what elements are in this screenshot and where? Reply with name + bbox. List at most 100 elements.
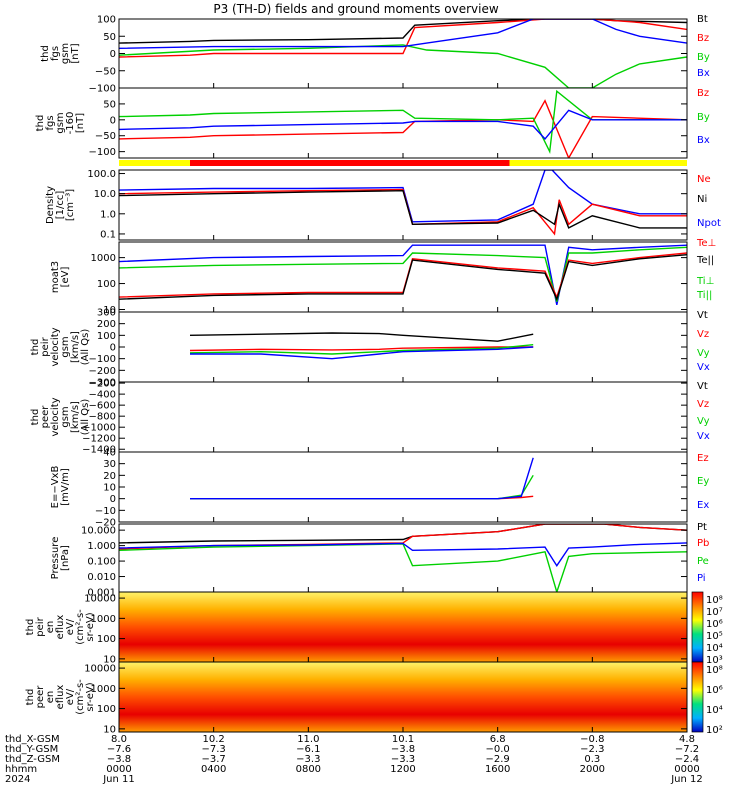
legend-entry: Pb (697, 538, 709, 549)
series-line-3 (119, 189, 687, 229)
series-line-4 (119, 254, 687, 302)
y-tick-label: 1.0 (100, 209, 116, 220)
y-tick-label: 0 (110, 49, 116, 60)
y-axis-label: thdpeervelocitygsm[km/s](All Qs) (30, 397, 91, 436)
y-tick-label: −200 (89, 366, 116, 377)
x-axis-value: −0.0 (486, 744, 510, 755)
series-line-4 (119, 19, 687, 49)
y-tick-label: −600 (89, 401, 116, 412)
panel-8: 10.000 1.000 0.100 0.010 0.001 Pressure[nPa] P… (50, 522, 709, 599)
y-tick-label: 1000 (91, 614, 116, 625)
y-tick-label: 10 (103, 654, 116, 665)
y-axis-label: moat3[eV] (50, 261, 71, 293)
series-line-1 (119, 170, 687, 223)
x-axis-row-label: thd_Z-GSM (5, 754, 60, 765)
colorbar (691, 661, 704, 733)
y-tick-label: −300 (89, 378, 116, 389)
legend-entry: By (697, 52, 710, 63)
y-tick-label: 20 (103, 471, 116, 482)
y-tick-label: 100.0 (87, 169, 116, 180)
panel-6: −200−400−600−800−1000−1200−1400 thdpeerve… (30, 379, 710, 456)
legend-entry: Npot (697, 218, 721, 229)
y-tick-label: 10 (103, 724, 116, 735)
legend-entry: Vt (697, 310, 708, 321)
colorbar-tick-label: 10⁸ (706, 665, 723, 676)
series-line-1 (119, 524, 687, 544)
y-tick-label: 50 (103, 99, 116, 110)
y-tick-label: 0 (110, 494, 116, 505)
series-line-3 (189, 344, 534, 355)
y-axis-label: thdfgsgsm-160[nT] (35, 112, 86, 135)
legend-entry: Pi (697, 573, 706, 584)
legend-entry: Pt (697, 522, 707, 533)
y-tick-label: −400 (89, 390, 116, 401)
y-tick-label: −50 (95, 131, 116, 142)
y-tick-label: −100 (89, 84, 116, 95)
y-tick-label: 0.100 (87, 557, 116, 568)
y-tick-label: 40 (103, 448, 116, 459)
x-axis-value: −2.4 (675, 754, 699, 765)
legend-entry: Bt (697, 14, 708, 25)
y-axis-label: E=−VxB[mV/m] (50, 466, 71, 509)
legend-entry: Bz (697, 88, 709, 99)
colorbar-tick-label: 10² (706, 725, 723, 736)
x-axis-row-label: thd_Y-GSM (5, 744, 58, 755)
y-tick-label: 10.000 (81, 526, 116, 537)
series-line-3 (190, 457, 534, 500)
colorbar-tick-label: 10⁵ (706, 631, 723, 642)
legend-entry: Vz (697, 329, 709, 340)
legend-entry: Vz (697, 399, 709, 410)
x-axis-value: 10.1 (392, 734, 414, 745)
chart-title: P3 (TH-D) fields and ground moments over… (213, 2, 498, 16)
y-tick-label: 300 (97, 308, 116, 319)
legend-entry: Vy (697, 348, 710, 359)
legend-entry: Ey (697, 476, 709, 487)
x-axis-value: 0000 (674, 764, 699, 775)
panel-3: 100.0 10.0 1.0 0.1 Density[1/cc][cm⁻³] Ne Ni Np… (45, 169, 721, 241)
y-axis-label: thdfgsgsm[nT] (40, 43, 81, 64)
y-tick-label: 10000 (84, 664, 116, 675)
legend-entry: Vx (697, 431, 710, 442)
series-line-1 (119, 99, 687, 158)
legend-entry: Vx (697, 362, 710, 373)
x-axis-value: 4.8 (679, 734, 695, 745)
y-tick-label: 1000 (91, 684, 116, 695)
y-axis-label: Density[1/cc][cm⁻³] (45, 186, 76, 224)
colorbar-tick-label: 10⁷ (706, 607, 723, 618)
y-tick-label: −1400 (82, 445, 116, 456)
legend-entry: Te|| (696, 255, 714, 266)
x-axis-row-label: hhmm (5, 764, 37, 775)
y-tick-label: −100 (89, 354, 116, 365)
mode-bar-segment (509, 160, 687, 166)
x-axis-value: −2.3 (580, 744, 604, 755)
series-line-3 (119, 252, 687, 300)
panels: 100500−50−100thdfgsgsm[nT]BtBzByBx500−50… (25, 14, 723, 736)
y-tick-label: 100 (97, 15, 116, 26)
x-axis-value: 10.2 (203, 734, 225, 745)
y-tick-label: 1000 (91, 253, 116, 264)
panel-frame (118, 169, 688, 241)
series-line-3 (119, 44, 687, 88)
x-axis-value: 0800 (296, 764, 321, 775)
y-tick-label: −100 (89, 147, 116, 158)
series-line-4 (119, 542, 687, 567)
y-tick-label: −20 (95, 518, 116, 529)
legend-entry: Bz (697, 33, 709, 44)
y-tick-label: 10 (103, 483, 116, 494)
series-line-2 (119, 246, 687, 302)
x-axis-value: −7.3 (202, 744, 226, 755)
legend-entry: Vy (697, 416, 710, 427)
x-axis-value: 11.0 (297, 734, 319, 745)
x-axis-value: −6.1 (296, 744, 320, 755)
panel-10: 10⁸ 10⁶ 10⁴ 10² 10000 1000 100 10 thdpeereneflux… (25, 661, 723, 736)
y-tick-label: 0.001 (87, 588, 116, 599)
x-axis-value: 1200 (390, 764, 415, 775)
x-axis-value: 1600 (485, 764, 510, 775)
x-axis-value: 8.0 (111, 734, 127, 745)
panel-frame (118, 381, 688, 453)
y-tick-label: 100 (97, 634, 116, 645)
y-tick-label: 10 (103, 305, 116, 316)
x-axis-value: −3.7 (202, 754, 226, 765)
y-tick-label: 50 (103, 32, 116, 43)
